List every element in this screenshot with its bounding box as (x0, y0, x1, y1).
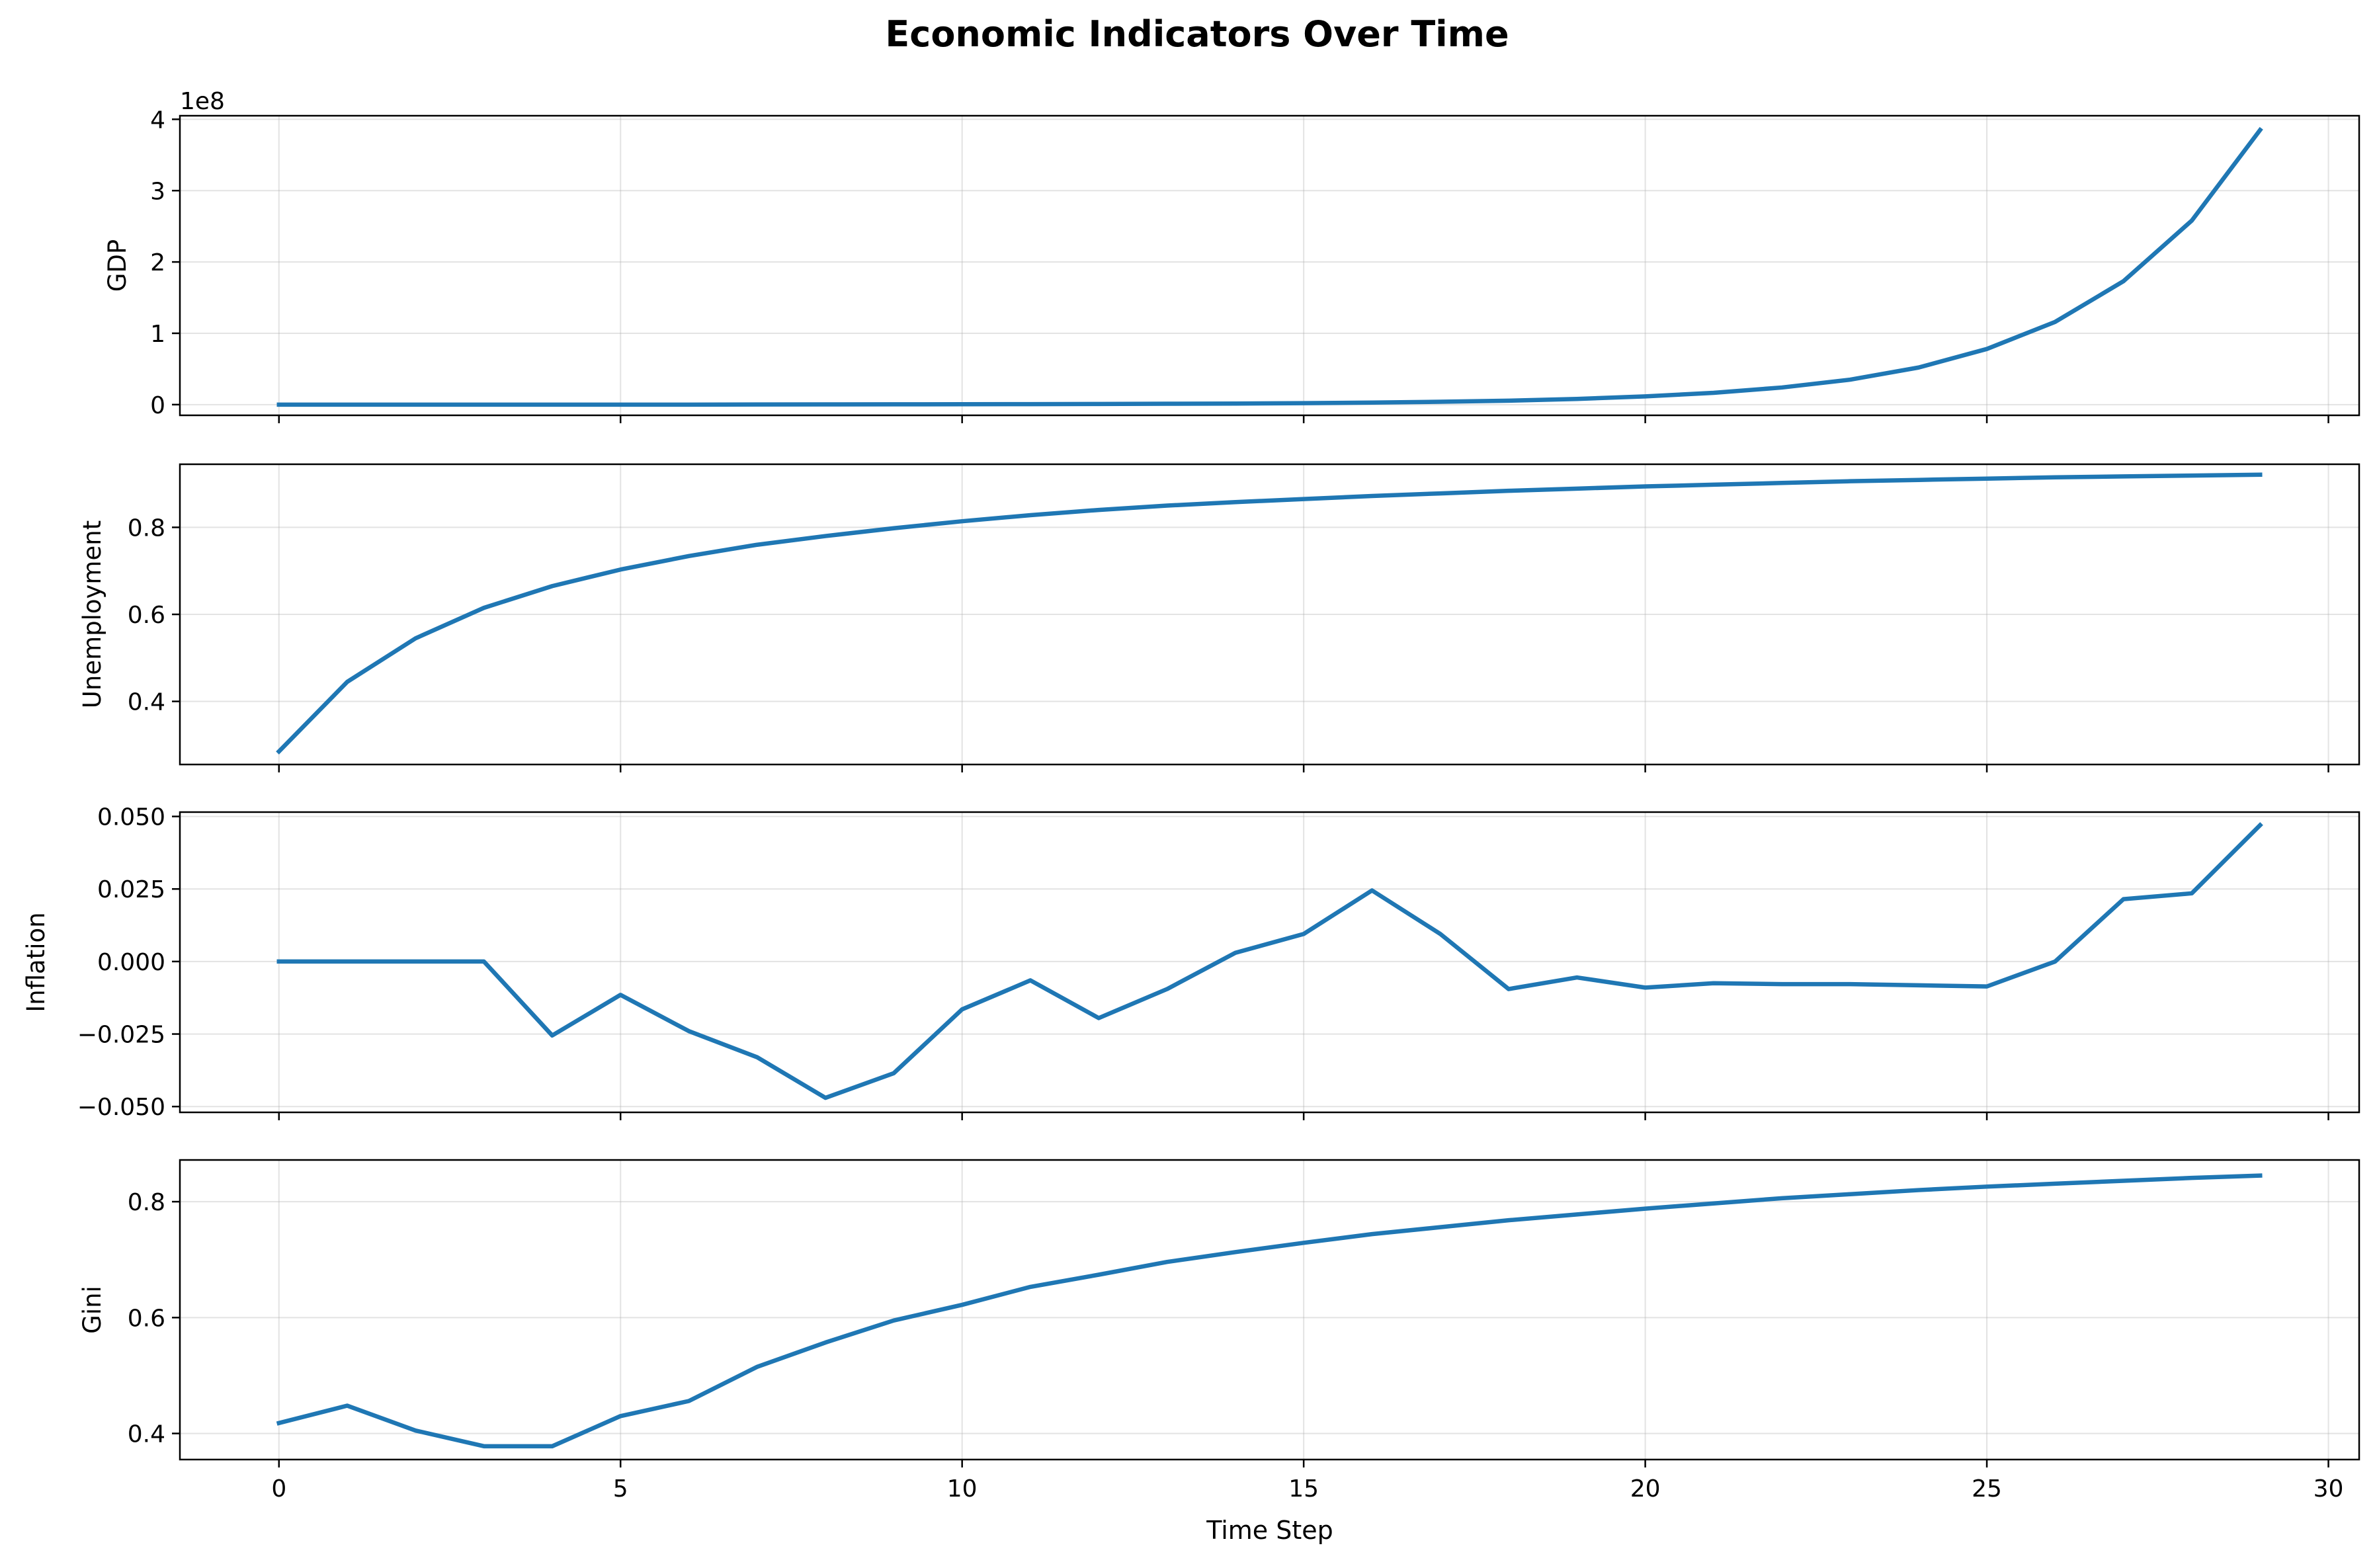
y-tick-label: 0.4 (128, 689, 165, 716)
y-tick-label: −0.025 (77, 1022, 165, 1049)
panel-gini: 0.4 0.6 0.8 0 5 10 15 20 25 30 Gini (78, 1159, 2360, 1503)
panel-gdp: 0 1 2 3 4 GDP 1e8 (103, 88, 2360, 423)
y-tick-label: 1 (150, 321, 165, 348)
axes-frame (179, 114, 2360, 417)
y-tick-label: 0.4 (128, 1421, 165, 1448)
x-tick-label: 10 (947, 1475, 978, 1503)
y-tick-label: −0.050 (77, 1094, 165, 1121)
x-tick-label: 5 (613, 1475, 628, 1503)
y-axis-label-inflation: Inflation (22, 912, 50, 1012)
y-axis-label-unemployment: Unemployment (78, 520, 106, 708)
y-tick-label: 3 (150, 178, 165, 205)
y-tick-label: 0.6 (128, 602, 165, 629)
y-axis-label-gini: Gini (78, 1286, 106, 1334)
y-tick-label: 0.8 (128, 515, 165, 542)
series-line-gini (276, 1173, 2263, 1449)
chart-title: Economic Indicators Over Time (885, 13, 1509, 55)
panel-inflation: −0.050 −0.025 0.000 0.025 0.050 Inflation (22, 804, 2360, 1121)
panel-unemployment: 0.4 0.6 0.8 Unemployment (78, 463, 2360, 772)
y-tick-label: 0.000 (97, 949, 165, 976)
series-line-gdp (276, 127, 2263, 407)
x-tick-label: 30 (2314, 1475, 2344, 1503)
y-tick-label: 0 (150, 392, 165, 419)
x-tick-label: 20 (1630, 1475, 1661, 1503)
x-tick-label: 0 (271, 1475, 286, 1503)
series-line-unemployment (276, 472, 2263, 755)
x-tick-label: 25 (1972, 1475, 2002, 1503)
panels: 01234GDP1e80.40.60.8Unemployment−0.050−0… (22, 88, 2360, 1503)
y-tick-label: 0.8 (128, 1189, 165, 1216)
y-tick-label: 0.6 (128, 1305, 165, 1332)
axes-frame (179, 1159, 2360, 1461)
y-offset-text: 1e8 (180, 88, 225, 115)
y-tick-label: 0.025 (97, 876, 165, 903)
y-tick-label: 2 (150, 249, 165, 276)
x-tick-label: 15 (1288, 1475, 1319, 1503)
y-axis-label-gdp: GDP (103, 239, 132, 292)
y-tick-label: 4 (150, 106, 165, 134)
x-axis-label: Time Step (1206, 1516, 1333, 1545)
y-tick-label: 0.050 (97, 804, 165, 831)
series-line-inflation (276, 822, 2263, 1100)
